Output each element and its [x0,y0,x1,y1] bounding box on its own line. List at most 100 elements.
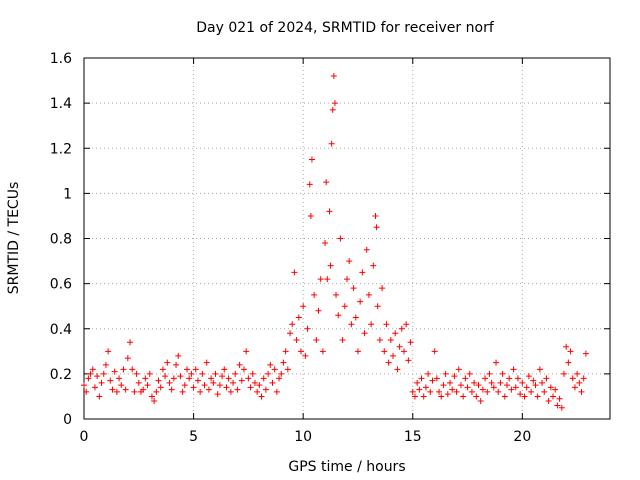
data-point [282,348,289,355]
data-point [532,382,539,389]
data-point [243,348,250,355]
data-point [361,330,368,337]
data-point [131,388,138,395]
data-point [376,337,383,344]
data-point [482,375,489,382]
data-point [357,298,364,305]
data-point [190,384,197,391]
data-point [560,370,567,377]
data-point [567,348,574,355]
data-point [111,368,118,375]
data-point [495,388,502,395]
data-point [212,370,219,377]
x-tick-label: 10 [294,429,312,445]
data-point [414,379,421,386]
data-point [151,397,158,404]
data-point [365,291,372,298]
data-point [168,386,175,393]
data-point [271,366,278,373]
data-point [576,379,583,386]
data-point [289,321,296,328]
grid-lines [84,58,610,419]
data-point [394,366,401,373]
data-point [536,366,543,373]
y-tick-label: 0.2 [50,367,72,383]
data-point [523,384,530,391]
y-tick-label: 0.8 [50,232,72,248]
data-point [396,343,403,350]
data-point [85,375,92,382]
data-point [210,379,217,386]
data-point [83,388,90,395]
data-point [337,235,344,242]
data-point [486,370,493,377]
data-point [105,348,112,355]
y-tick-label: 1.2 [50,141,72,157]
data-point [385,359,392,366]
data-point [175,352,182,359]
data-point [442,370,449,377]
data-point [514,375,521,382]
data-point [219,373,226,380]
data-point [307,212,314,219]
data-point [267,361,274,368]
data-point [571,384,578,391]
x-tick-label: 15 [404,429,422,445]
data-point [269,379,276,386]
data-point [284,366,291,373]
data-point [475,382,482,389]
data-point [208,375,215,382]
data-point [418,375,425,382]
data-point [462,375,469,382]
data-point [350,285,357,292]
data-point [341,303,348,310]
data-point [400,348,407,355]
data-point [381,348,388,355]
data-point [326,208,333,215]
data-point [260,375,267,382]
data-point [379,285,386,292]
data-point [431,348,438,355]
data-point [510,366,517,373]
data-point [471,379,478,386]
data-point [291,269,298,276]
data-point [109,386,116,393]
data-point [203,359,210,366]
data-point [425,370,432,377]
data-point [133,370,140,377]
data-point [508,386,515,393]
data-point [565,359,572,366]
y-tick-label: 0.4 [50,322,72,338]
y-tick-label: 0 [63,412,72,428]
data-point [295,314,302,321]
data-point [96,393,103,400]
data-point [436,388,443,395]
data-point [148,393,155,400]
data-point [127,339,134,346]
data-point [539,379,546,386]
data-point [278,370,285,377]
data-point [517,391,524,398]
data-point [234,386,241,393]
data-point [550,393,557,400]
data-point [232,370,239,377]
data-point [464,384,471,391]
data-point [306,181,313,188]
data-point [344,276,350,283]
data-point [225,375,232,382]
data-point [543,375,550,382]
data-point [276,375,283,382]
data-point [124,355,131,362]
data-point [392,330,399,337]
data-point [194,377,201,384]
data-point [455,366,462,373]
data-point [199,370,206,377]
data-point [552,386,559,393]
data-point [563,343,570,350]
data-point [324,276,331,283]
data-point [322,240,329,247]
data-point [541,388,548,395]
y-tick-label: 1 [63,186,72,202]
x-tick-label: 5 [189,429,198,445]
data-point [497,379,504,386]
